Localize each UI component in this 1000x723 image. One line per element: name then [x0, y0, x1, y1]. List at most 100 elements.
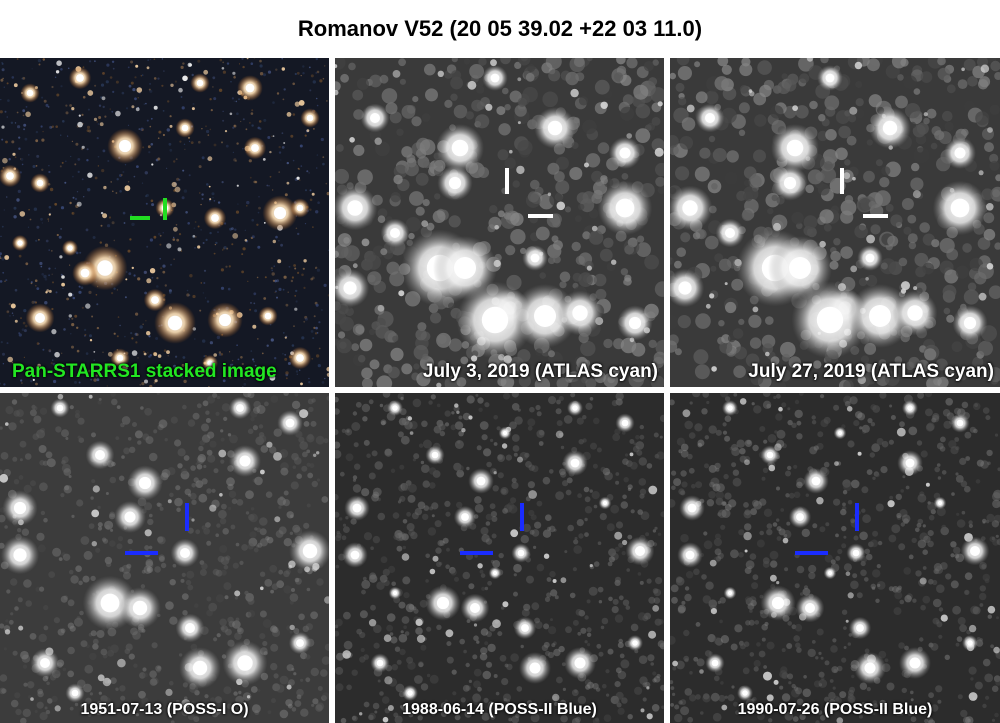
atlas-2019-07-03-image-panel: July 3, 2019 (ATLAS cyan): [335, 58, 664, 387]
star: [2, 490, 38, 526]
star: [335, 185, 378, 231]
star: [289, 530, 329, 572]
star: [803, 468, 829, 494]
star: [277, 410, 303, 436]
star: [679, 495, 705, 521]
star: [433, 236, 497, 300]
star: [300, 108, 320, 128]
star: [597, 180, 653, 236]
star: [768, 236, 832, 300]
star: [127, 465, 163, 501]
poss1-1951-starfield: [0, 393, 329, 723]
star: [425, 445, 445, 465]
atlas-2019-07-27-starfield: [670, 58, 1000, 387]
star: [243, 136, 267, 160]
star: [846, 543, 866, 563]
faint-stars: [1, 58, 329, 386]
atlas-2019-07-27-image-panel: July 27, 2019 (ATLAS cyan): [670, 58, 1000, 387]
star: [20, 83, 40, 103]
star: [522, 245, 548, 271]
star: [670, 268, 705, 308]
noise-texture: [670, 58, 1000, 387]
star: [513, 616, 537, 640]
sky-background: [335, 393, 664, 723]
poss2-1990-image-panel: 1990-07-26 (POSS-II Blue): [670, 393, 1000, 723]
star: [258, 306, 278, 326]
star: [897, 450, 923, 476]
faint-stars: [342, 403, 660, 723]
star: [0, 164, 22, 188]
target-marker: [130, 198, 167, 220]
star: [817, 65, 843, 91]
star: [854, 652, 886, 684]
star: [933, 496, 947, 510]
star: [344, 495, 370, 521]
star: [207, 302, 243, 338]
star: [519, 652, 551, 684]
star: [179, 647, 221, 689]
star: [869, 107, 911, 149]
star: [370, 653, 390, 673]
star: [722, 400, 738, 416]
star: [425, 585, 461, 621]
star: [72, 260, 98, 286]
pan-starrs1-caption: Pan-STARRS1 stacked image: [12, 361, 277, 382]
star: [567, 400, 583, 416]
star: [511, 543, 531, 563]
star: [380, 218, 410, 248]
star: [436, 124, 484, 172]
star: [114, 501, 146, 533]
star: [62, 240, 78, 256]
star: [772, 165, 808, 201]
star: [237, 75, 263, 101]
star: [65, 683, 85, 703]
star: [670, 185, 713, 231]
star: [288, 631, 312, 655]
star: [705, 653, 725, 673]
star: [288, 346, 312, 370]
star: [143, 288, 167, 312]
star: [932, 180, 988, 236]
star: [617, 305, 653, 341]
atlas-2019-07-03-caption: July 3, 2019 (ATLAS cyan): [422, 361, 658, 382]
star: [119, 587, 161, 629]
star: [848, 284, 912, 348]
star: [387, 400, 403, 416]
star: [25, 303, 55, 333]
star: [892, 290, 938, 336]
star: [771, 124, 819, 172]
star: [190, 73, 210, 93]
star: [498, 426, 512, 440]
star: [557, 290, 603, 336]
star: [695, 103, 725, 133]
star: [175, 118, 195, 138]
star: [170, 538, 200, 568]
figure-title: Romanov V52 (20 05 39.02 +22 03 11.0): [297, 16, 703, 41]
star: [68, 66, 92, 90]
pan-starrs1-image-panel: Pan-STARRS1 stacked image: [0, 58, 329, 387]
star: [85, 440, 115, 470]
sky-background: [670, 393, 1000, 723]
star: [513, 284, 577, 348]
star: [788, 505, 812, 529]
star: [262, 195, 298, 231]
star: [202, 355, 218, 371]
star: [627, 635, 643, 651]
target-marker: [125, 503, 189, 555]
star: [0, 535, 40, 575]
star: [952, 305, 988, 341]
star: [154, 302, 196, 344]
star: [460, 593, 490, 623]
star: [950, 413, 970, 433]
star: [715, 218, 745, 248]
star: [360, 103, 390, 133]
star: [488, 566, 502, 580]
star: [857, 245, 883, 271]
star: [760, 445, 780, 465]
star: [902, 400, 918, 416]
star: [564, 647, 596, 679]
star: [335, 268, 370, 308]
atlas-2019-07-03-starfield: [335, 58, 664, 387]
star: [760, 585, 796, 621]
star: [50, 398, 70, 418]
